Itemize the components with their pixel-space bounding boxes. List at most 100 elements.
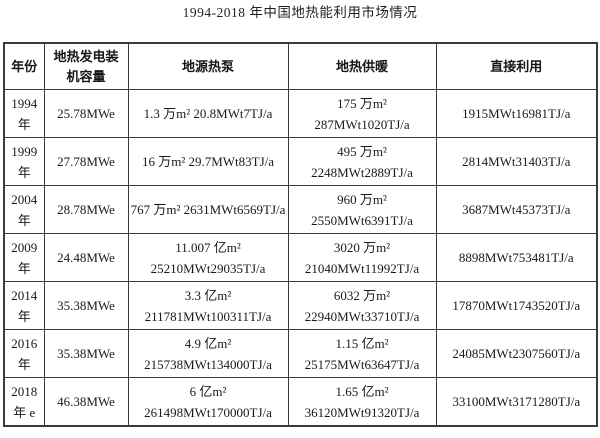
cell-text-line: 28.78MWe	[57, 202, 115, 217]
cell-text-line: 年 e	[13, 404, 36, 420]
cell-text-line: 211781MWt100311TJ/a	[144, 308, 272, 324]
cell-text-line: 21040MWt11992TJ/a	[304, 260, 420, 276]
cell-year: 2004 年	[3, 185, 45, 234]
cell-text-line: 地热供暖	[335, 58, 388, 74]
cell-text-line: 24.48MWe	[57, 250, 115, 265]
header-cell-heat_pump: 地源热泵	[127, 42, 289, 90]
table-header: 年份 地热发电装机容量 地源热泵 地热供暖 直接利用	[3, 42, 598, 90]
cell-text-line: 3687MWt45373TJ/a	[462, 202, 571, 217]
cell-text-line: 年份	[11, 58, 38, 74]
cell-heat_pump: 6 亿m² 261498MWt170000TJ/a	[127, 377, 289, 427]
cell-text-line: 2814MWt31403TJ/a	[462, 154, 571, 169]
cell-text-line: 年	[17, 116, 31, 132]
cell-text-line: 287MWt1020TJ/a	[314, 116, 410, 132]
cell-heat_pump: 11.007 亿m² 25210MWt29035TJ/a	[127, 233, 289, 282]
cell-capacity: 35.38MWe	[43, 329, 129, 378]
cell-heat_pump: 4.9 亿m² 215738MWt134000TJ/a	[127, 329, 289, 378]
cell-direct: 17870MWt1743520TJ/a	[435, 281, 598, 330]
cell-heating: 960 万m² 2550MWt6391TJ/a	[287, 185, 437, 234]
cell-text-line: 36120MWt91320TJ/a	[304, 404, 420, 420]
cell-heating: 1.65 亿m² 36120MWt91320TJ/a	[287, 377, 437, 427]
cell-text-line: 2016	[11, 335, 38, 351]
cell-text-line: 3020 万m²	[333, 239, 391, 255]
cell-text-line: 27.78MWe	[57, 154, 115, 169]
cell-direct: 8898MWt753481TJ/a	[435, 233, 598, 282]
cell-capacity: 27.78MWe	[43, 137, 129, 186]
cell-text-line: 2550MWt6391TJ/a	[311, 212, 413, 228]
cell-text-line: 35.38MWe	[57, 298, 115, 313]
cell-text-line: 2009	[11, 239, 38, 255]
cell-heating: 6032 万m² 22940MWt33710TJ/a	[287, 281, 437, 330]
cell-text-line: 495 万m²	[337, 143, 387, 159]
header-cell-direct: 直接利用	[435, 42, 598, 90]
cell-text-line: 767 万m² 2631MWt6569TJ/a	[130, 202, 286, 217]
cell-year: 2016 年	[3, 329, 45, 378]
cell-text-line: 33100MWt3171280TJ/a	[452, 394, 581, 409]
cell-capacity: 28.78MWe	[43, 185, 129, 234]
cell-direct: 24085MWt2307560TJ/a	[435, 329, 598, 378]
cell-text-line: 1994	[11, 95, 38, 111]
cell-text-line: 年	[17, 212, 31, 228]
cell-text-line: 年	[17, 260, 31, 276]
cell-text-line: 2248MWt2889TJ/a	[311, 164, 413, 180]
cell-text-line: 6 亿m²	[189, 383, 227, 399]
cell-text-line: 25210MWt29035TJ/a	[150, 260, 266, 276]
cell-text-line: 2004	[11, 191, 38, 207]
cell-direct: 2814MWt31403TJ/a	[435, 137, 598, 186]
table-row: 2016 年 35.38MWe 4.9 亿m² 215738MWt134000TJ/a 1…	[3, 329, 598, 378]
cell-text-line: 261498MWt170000TJ/a	[144, 404, 272, 420]
table-body: 1994 年 25.78MWe 1.3 万m² 20.8MWt7TJ/a 175 万m²…	[3, 89, 598, 427]
table-row: 1994 年 25.78MWe 1.3 万m² 20.8MWt7TJ/a 175 万m²…	[3, 89, 598, 138]
cell-capacity: 35.38MWe	[43, 281, 129, 330]
cell-text-line: 1.3 万m² 20.8MWt7TJ/a	[143, 106, 273, 121]
cell-text-line: 2014	[11, 287, 38, 303]
cell-text-line: 机容量	[66, 68, 106, 84]
table-row: 2014 年 35.38MWe 3.3 亿m² 211781MWt100311TJ/a 6…	[3, 281, 598, 330]
cell-heating: 495 万m² 2248MWt2889TJ/a	[287, 137, 437, 186]
cell-text-line: 1915MWt16981TJ/a	[462, 106, 571, 121]
cell-text-line: 17870MWt1743520TJ/a	[452, 298, 581, 313]
cell-direct: 33100MWt3171280TJ/a	[435, 377, 598, 427]
cell-text-line: 年	[17, 164, 31, 180]
cell-heating: 1.15 亿m² 25175MWt63647TJ/a	[287, 329, 437, 378]
cell-text-line: 25.78MWe	[57, 106, 115, 121]
cell-year: 1999 年	[3, 137, 45, 186]
header-cell-heating: 地热供暖	[287, 42, 437, 90]
geothermal-market-table: 年份 地热发电装机容量 地源热泵 地热供暖 直接利用 1994 年 25.78MWe 1.3 …	[3, 42, 598, 427]
cell-text-line: 22940MWt33710TJ/a	[304, 308, 420, 324]
cell-heat_pump: 3.3 亿m² 211781MWt100311TJ/a	[127, 281, 289, 330]
cell-text-line: 1.65 亿m²	[335, 383, 389, 399]
header-cell-capacity: 地热发电装 机容量	[43, 42, 129, 90]
cell-text-line: 直接利用	[490, 58, 543, 74]
cell-text-line: 年	[17, 308, 31, 324]
cell-text-line: 35.38MWe	[57, 346, 115, 361]
cell-text-line: 1999	[11, 143, 38, 159]
cell-text-line: 215738MWt134000TJ/a	[144, 356, 272, 372]
table-row: 2009 年 24.48MWe 11.007 亿m² 25210MWt29035TJ/a…	[3, 233, 598, 282]
cell-text-line: 年	[17, 356, 31, 372]
cell-text-line: 960 万m²	[337, 191, 387, 207]
table-row: 1999 年 27.78MWe 16 万m² 29.7MWt83TJ/a 495 万m²…	[3, 137, 598, 186]
cell-heating: 175 万m² 287MWt1020TJ/a	[287, 89, 437, 138]
table-row: 2004 年 28.78MWe 767 万m² 2631MWt6569TJ/a 960 …	[3, 185, 598, 234]
cell-heat_pump: 16 万m² 29.7MWt83TJ/a	[127, 137, 289, 186]
cell-text-line: 175 万m²	[337, 95, 387, 111]
cell-text-line: 16 万m² 29.7MWt83TJ/a	[141, 154, 275, 169]
cell-text-line: 地热发电装	[53, 48, 119, 64]
cell-text-line: 25175MWt63647TJ/a	[304, 356, 420, 372]
cell-text-line: 3.3 亿m²	[184, 287, 232, 303]
cell-text-line: 11.007 亿m²	[175, 239, 241, 255]
cell-text-line: 8898MWt753481TJ/a	[458, 250, 574, 265]
page: { "title": "1994-2018 年中国地热能利用市场情况", "co…	[0, 5, 600, 438]
cell-year: 2009 年	[3, 233, 45, 282]
cell-heat_pump: 767 万m² 2631MWt6569TJ/a	[127, 185, 289, 234]
table-row: 2018 年 e 46.38MWe 6 亿m² 261498MWt170000TJ/a 1…	[3, 377, 598, 427]
page-title: 1994-2018 年中国地热能利用市场情况	[182, 5, 418, 20]
cell-capacity: 24.48MWe	[43, 233, 129, 282]
cell-capacity: 46.38MWe	[43, 377, 129, 427]
cell-text-line: 46.38MWe	[57, 394, 115, 409]
cell-text-line: 地源热泵	[181, 58, 234, 74]
cell-year: 2018 年 e	[3, 377, 45, 427]
cell-year: 2014 年	[3, 281, 45, 330]
header-row: 年份 地热发电装机容量 地源热泵 地热供暖 直接利用	[3, 42, 598, 90]
